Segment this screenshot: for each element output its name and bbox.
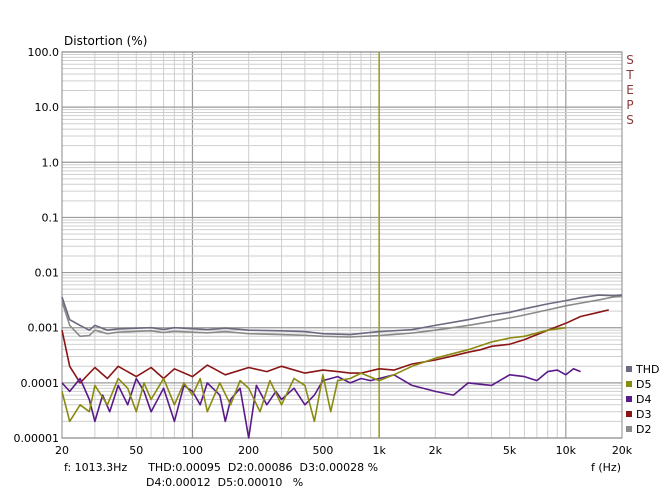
plot-frame bbox=[61, 51, 623, 439]
y-tick-label: 0.1 bbox=[42, 211, 60, 224]
y-tick-label: 100.0 bbox=[28, 46, 60, 59]
series-line-d5 bbox=[61, 326, 566, 423]
legend-label-d5: D5 bbox=[636, 378, 651, 391]
legend-label-d2: D2 bbox=[636, 423, 651, 436]
cursor-readout-line2: D4:0.00012 D5:0.00010 % bbox=[146, 476, 304, 489]
cursor-readout-line1: f: 1013.3Hz THD:0.00095 D2:0.00086 D3:0.… bbox=[64, 461, 379, 474]
y-tick-label: 10.0 bbox=[35, 101, 60, 114]
legend-swatch-thd bbox=[626, 366, 632, 372]
x-tick-label: 5k bbox=[503, 444, 517, 457]
x-tick-label: 200 bbox=[238, 444, 259, 457]
series-line-d4 bbox=[61, 367, 581, 439]
legend-swatch-d5 bbox=[626, 381, 632, 387]
series-line-thd bbox=[61, 294, 623, 336]
y-tick-label: 0.001 bbox=[28, 322, 60, 335]
legend-swatch-d4 bbox=[626, 396, 632, 402]
steps-letter: P bbox=[626, 98, 634, 112]
x-tick-label: 10k bbox=[556, 444, 577, 457]
steps-letter: T bbox=[626, 68, 634, 82]
x-tick-label: 100 bbox=[182, 444, 203, 457]
plot-area bbox=[62, 52, 622, 438]
legend-swatch-d3 bbox=[626, 411, 632, 417]
x-tick-label: 1k bbox=[372, 444, 386, 457]
series-line-d2 bbox=[61, 295, 623, 338]
y-tick-label: 0.0001 bbox=[21, 377, 60, 390]
legend-swatch-d2 bbox=[626, 426, 632, 432]
steps-letter: E bbox=[626, 83, 634, 97]
steps-letter: S bbox=[626, 113, 634, 127]
x-tick-label: 2k bbox=[429, 444, 443, 457]
legend-label-d4: D4 bbox=[636, 393, 651, 406]
x-axis-title: f (Hz) bbox=[591, 461, 621, 474]
x-tick-label: 50 bbox=[129, 444, 143, 457]
y-tick-label: 0.00001 bbox=[14, 432, 60, 445]
x-tick-label: 500 bbox=[312, 444, 333, 457]
y-tick-label: 0.01 bbox=[35, 267, 60, 280]
legend-label-thd: THD bbox=[635, 363, 659, 376]
y-tick-label: 1.0 bbox=[42, 156, 60, 169]
x-tick-label: 20 bbox=[55, 444, 69, 457]
legend-label-d3: D3 bbox=[636, 408, 651, 421]
steps-letter: S bbox=[626, 53, 634, 67]
y-axis-title: Distortion (%) bbox=[64, 34, 148, 48]
series-line-d3 bbox=[61, 309, 609, 384]
x-tick-label: 20k bbox=[612, 444, 633, 457]
